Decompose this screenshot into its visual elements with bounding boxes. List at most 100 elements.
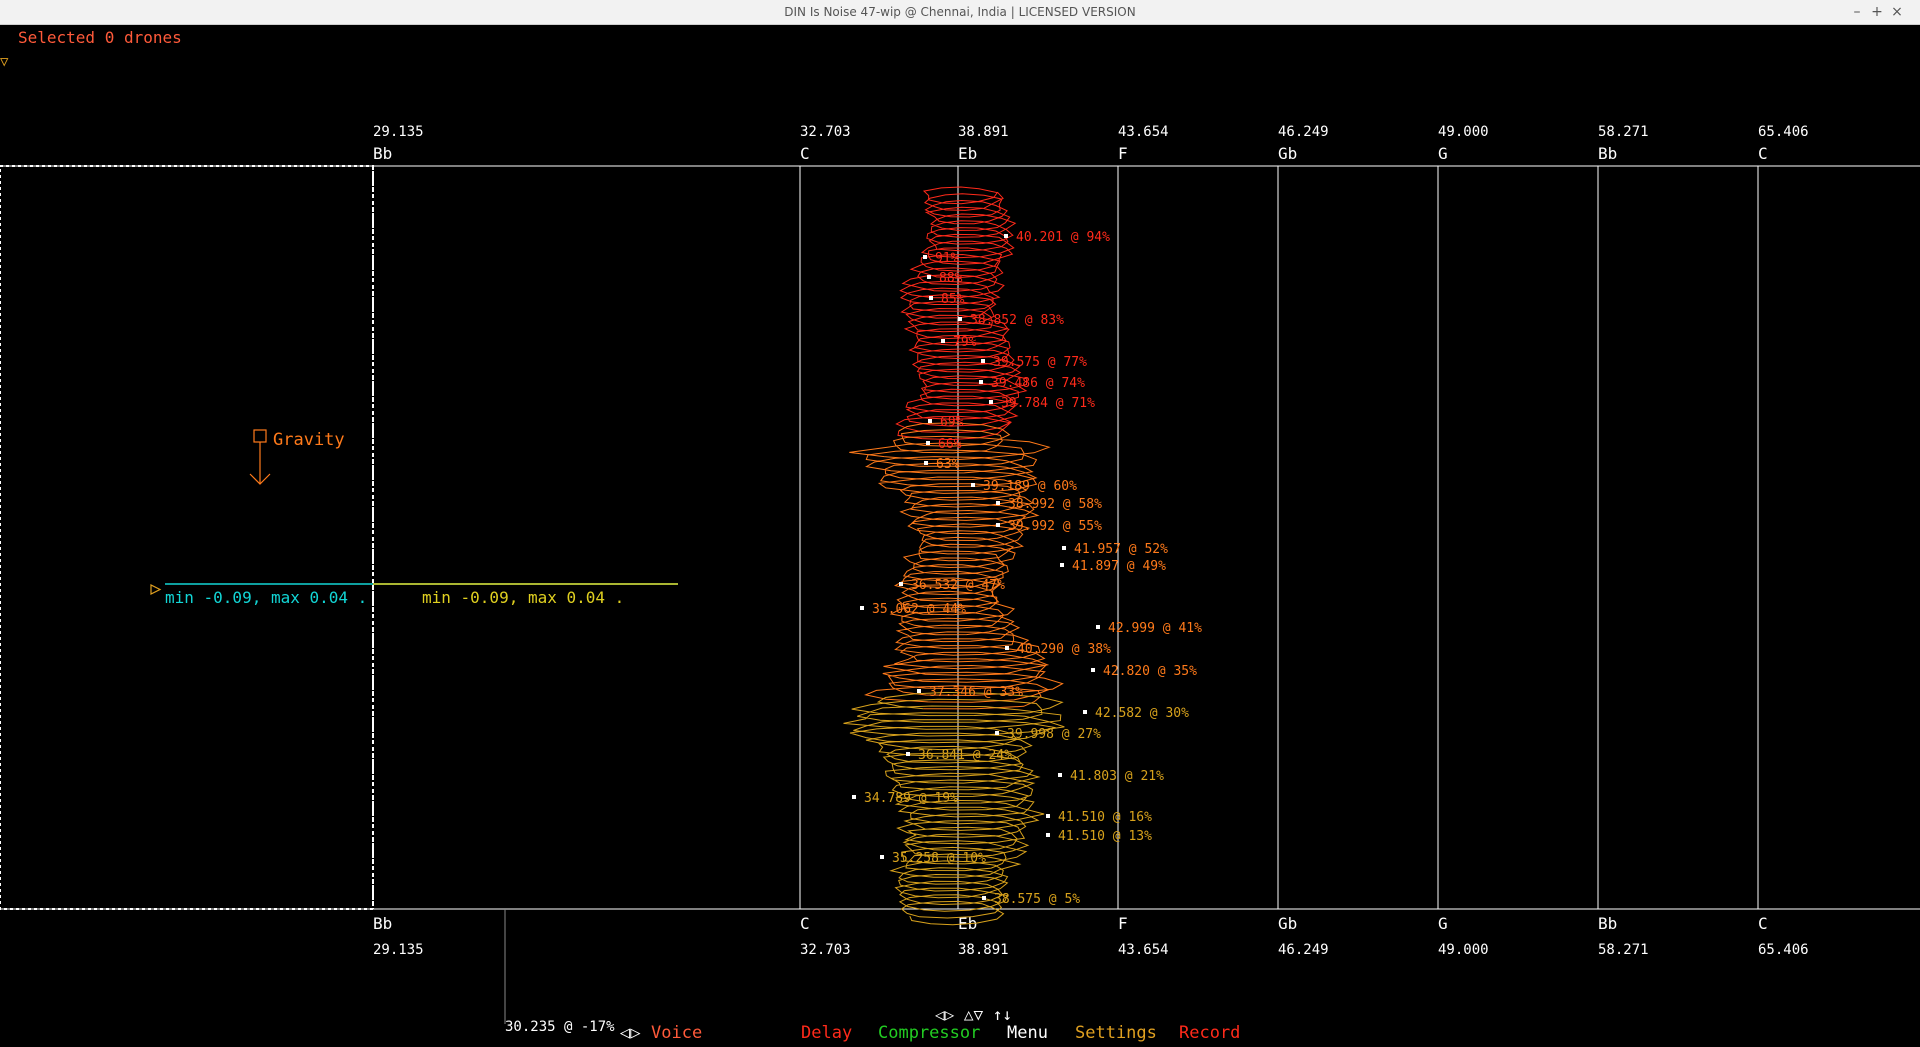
note-name-top: G (1438, 144, 1448, 163)
gravity-handle-icon (253, 429, 267, 443)
drone-label: 35.258 @ 10% (892, 851, 986, 866)
pan-arrows-icon[interactable]: ◁▷ △▽ ↑↓ (935, 1005, 1013, 1024)
drone-label: 39.992 @ 55% (1008, 519, 1102, 534)
note-name-bottom: Bb (373, 914, 392, 933)
drone-marker (1004, 234, 1008, 238)
range-label-left: min -0.09, max 0.04 . (165, 588, 368, 607)
note-freq-top: 29.135 (373, 124, 424, 140)
drone-marker (929, 296, 933, 300)
drone-label: 42.582 @ 30% (1095, 706, 1189, 721)
note-freq-bottom: 38.891 (958, 942, 1009, 958)
note-freq-bottom: 58.271 (1598, 942, 1649, 958)
note-name-bottom: Bb (1598, 914, 1617, 933)
drone-marker (989, 400, 993, 404)
drone-label: 40.201 @ 94% (1016, 230, 1110, 245)
drone-marker (971, 483, 975, 487)
drone-marker (860, 606, 864, 610)
drone-marker (995, 731, 999, 735)
note-name-bottom: G (1438, 914, 1448, 933)
drone-label: 39.998 @ 27% (1007, 727, 1101, 742)
note-name-top: C (1758, 144, 1768, 163)
drone-marker (996, 501, 1000, 505)
drone-marker (923, 255, 927, 259)
drone-label: 41.510 @ 13% (1058, 829, 1152, 844)
drone-marker (880, 855, 884, 859)
drone-marker (924, 461, 928, 465)
drone-marker (1062, 546, 1066, 550)
drone-marker (979, 380, 983, 384)
selection-box (0, 165, 374, 910)
drone-label: 38.992 @ 58% (1008, 497, 1102, 512)
menu-button[interactable]: Menu (1007, 1023, 1048, 1043)
drone-label: 41.803 @ 21% (1070, 769, 1164, 784)
note-freq-top: 46.249 (1278, 124, 1329, 140)
drone-marker (996, 523, 1000, 527)
window-title: DIN Is Noise 47-wip @ Chennai, India | L… (784, 5, 1136, 19)
note-freq-top: 38.891 (958, 124, 1009, 140)
drone-marker (928, 419, 932, 423)
voice-arrows-icon[interactable]: ◁▷ (620, 1023, 641, 1043)
drone-trail (895, 186, 1028, 441)
delay-button[interactable]: Delay (801, 1023, 853, 1043)
cursor-readout: 30.235 @ -17% (505, 1019, 615, 1035)
drone-label: 63% (936, 457, 960, 472)
note-name-top: F (1118, 144, 1128, 163)
gravity-arrow-icon (249, 473, 271, 485)
note-freq-bottom: 65.406 (1758, 942, 1809, 958)
drone-label: 39.486 @ 74% (991, 376, 1085, 391)
drone-label: 41.957 @ 52% (1074, 542, 1168, 557)
selected-drones-status: Selected 0 drones (18, 28, 182, 47)
drone-label: 69% (940, 415, 964, 430)
drone-stage[interactable]: 29.135BbBb29.13532.703CC32.70338.891EbEb… (0, 24, 1920, 1047)
drone-label: 42.999 @ 41% (1108, 621, 1202, 636)
drone-canvas[interactable]: 29.135 Bb Bb 29.135 32.703 C C 32.703 38.891 Eb Eb… (0, 24, 1920, 1047)
record-button[interactable]: Record (1179, 1023, 1241, 1043)
collapse-triangle-icon[interactable]: ▽ (0, 54, 9, 70)
compressor-button[interactable]: Compressor (878, 1023, 981, 1043)
drone-marker (981, 359, 985, 363)
note-freq-top: 58.271 (1598, 124, 1649, 140)
drone-label: 42.820 @ 35% (1103, 664, 1197, 679)
drone-marker (927, 275, 931, 279)
range-play-icon (150, 584, 162, 595)
drone-label: 37.346 @ 33% (929, 685, 1023, 700)
drone-marker (1091, 668, 1095, 672)
navigation-arrows[interactable]: ◁▷ △▽ ↑↓ (935, 1005, 1012, 1024)
drone-marker (982, 896, 986, 900)
note-freq-bottom: 49.000 (1438, 942, 1489, 958)
note-freq-bottom: 43.654 (1118, 942, 1169, 958)
drone-marker (1096, 625, 1100, 629)
minimize-button[interactable]: – (1853, 4, 1861, 20)
drone-label: 39.189 @ 60% (983, 479, 1077, 494)
drone-marker (941, 339, 945, 343)
drone-label: 34.789 @ 19% (864, 791, 958, 806)
voice-button[interactable]: Voice (651, 1023, 703, 1043)
drone-trail (843, 691, 1065, 926)
settings-button[interactable]: Settings (1075, 1023, 1157, 1043)
drone-trail (849, 422, 1064, 710)
drone-marker (906, 752, 910, 756)
drone-label: 36.532 @ 47% (911, 578, 1005, 593)
note-name-top: Bb (1598, 144, 1617, 163)
drone-marker (1005, 646, 1009, 650)
close-button[interactable]: × (1891, 4, 1903, 20)
maximize-button[interactable]: + (1871, 4, 1883, 20)
drone-label: 88% (939, 271, 963, 286)
note-name-bottom: F (1118, 914, 1128, 933)
drone-label: 85% (941, 292, 965, 307)
drone-label: 38.575 @ 5% (994, 892, 1080, 907)
drone-label: 41.510 @ 16% (1058, 810, 1152, 825)
note-freq-top: 43.654 (1118, 124, 1169, 140)
note-name-bottom: Gb (1278, 914, 1297, 933)
drone-label: 91% (935, 251, 959, 266)
drone-label: 66% (938, 437, 962, 452)
note-name-top: Gb (1278, 144, 1297, 163)
note-name-top: Eb (958, 144, 977, 163)
drone-marker (1083, 710, 1087, 714)
note-name-bottom: C (1758, 914, 1768, 933)
drone-label: 39.575 @ 77% (993, 355, 1087, 370)
note-freq-bottom: 46.249 (1278, 942, 1329, 958)
note-freq-bottom: 29.135 (373, 942, 424, 958)
note-name-top: C (800, 144, 810, 163)
gravity-label[interactable]: Gravity (273, 430, 345, 450)
